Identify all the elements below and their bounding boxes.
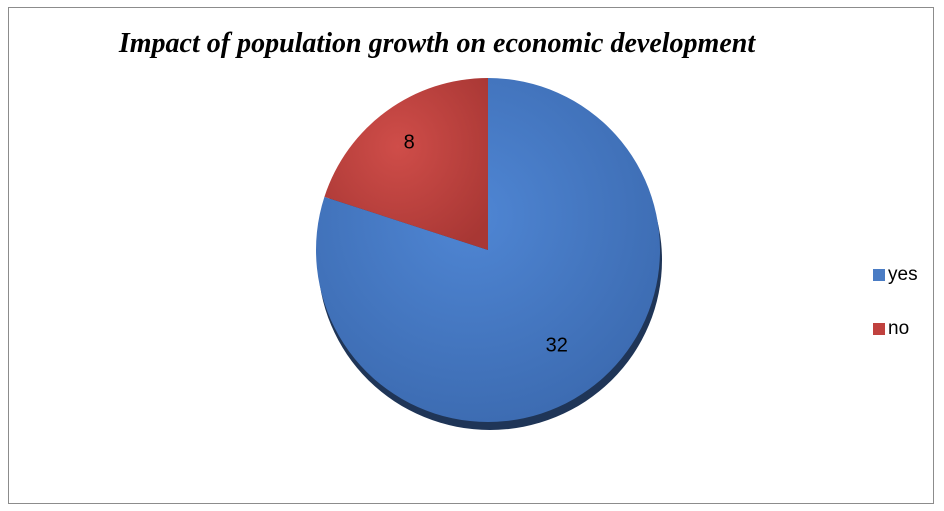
legend-label-no: no (888, 317, 910, 339)
slice-label-yes: 32 (546, 335, 568, 357)
legend-item-no: no (873, 316, 943, 341)
legend-item-yes: yes (873, 262, 943, 287)
legend-label-yes: yes (888, 263, 918, 285)
legend-swatch-no (873, 322, 885, 335)
legend: yes no (873, 262, 943, 370)
pie-slice-no (324, 78, 488, 250)
legend-swatch-yes (873, 268, 885, 281)
slice-label-no: 8 (404, 131, 415, 153)
chart-title: Impact of population growth on economic … (118, 28, 756, 59)
